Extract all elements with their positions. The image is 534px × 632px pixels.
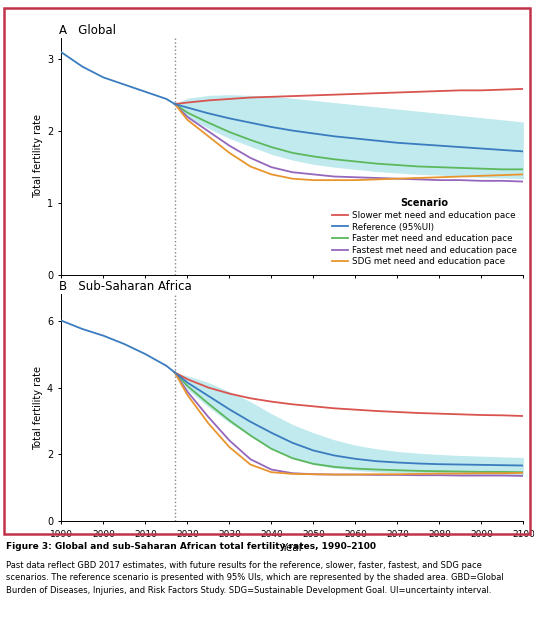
- Text: A   Global: A Global: [59, 24, 116, 37]
- Text: Figure 3: Global and sub-Saharan African total fertility rates, 1990–2100: Figure 3: Global and sub-Saharan African…: [6, 542, 376, 551]
- X-axis label: Year: Year: [281, 543, 303, 553]
- Y-axis label: Total fertility rate: Total fertility rate: [33, 366, 43, 449]
- Y-axis label: Total fertility rate: Total fertility rate: [33, 114, 43, 198]
- Text: Past data reflect GBD 2017 estimates, with future results for the reference, slo: Past data reflect GBD 2017 estimates, wi…: [6, 561, 504, 595]
- Text: B   Sub-Saharan Africa: B Sub-Saharan Africa: [59, 280, 192, 293]
- Legend: Slower met need and education pace, Reference (95%UI), Faster met need and educa: Slower met need and education pace, Refe…: [329, 195, 521, 270]
